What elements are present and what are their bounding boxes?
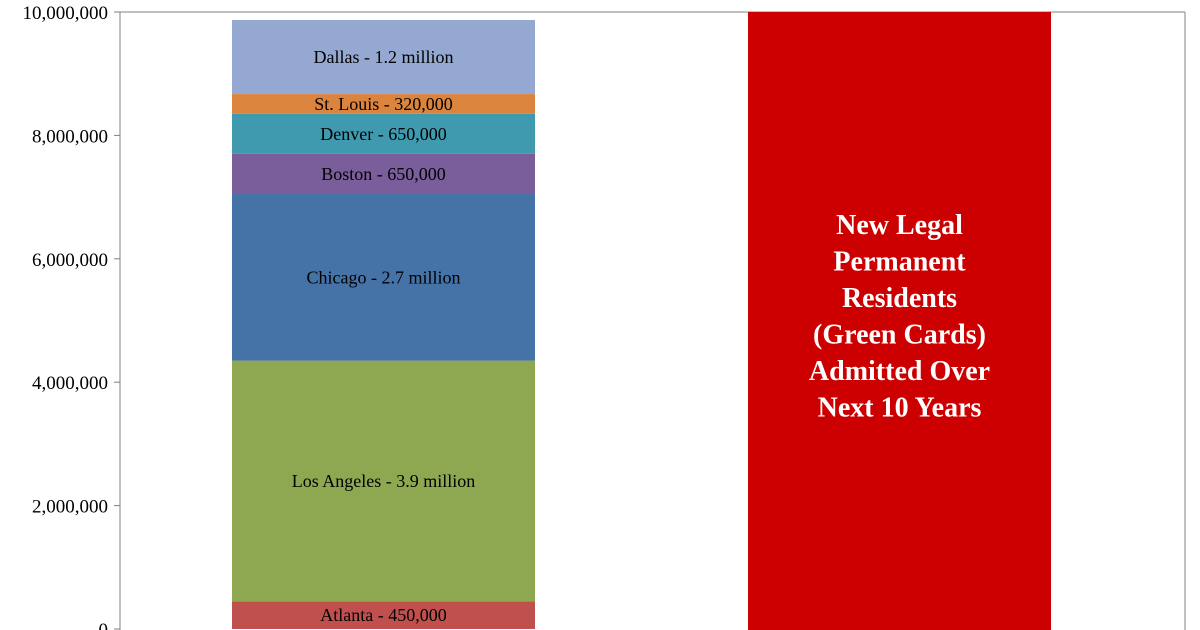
segment-label: Dallas - 1.2 million bbox=[314, 47, 454, 67]
segment-label: Los Angeles - 3.9 million bbox=[292, 471, 476, 491]
stack-segment bbox=[232, 113, 535, 154]
stack-segment bbox=[232, 360, 535, 602]
stack-segment bbox=[232, 94, 535, 114]
comparison-bar bbox=[748, 12, 1051, 630]
segment-label: Chicago - 2.7 million bbox=[307, 267, 461, 287]
stack-segment bbox=[232, 20, 535, 95]
stack-segment bbox=[232, 601, 535, 629]
comparison-bar-label-line: (Green Cards) bbox=[813, 319, 986, 350]
comparison-bar-label-line: Residents bbox=[842, 283, 957, 314]
y-tick-label: 0 bbox=[99, 620, 109, 630]
y-tick-label: 6,000,000 bbox=[32, 250, 108, 271]
segment-label: Boston - 650,000 bbox=[321, 164, 446, 184]
segment-label: Denver - 650,000 bbox=[320, 124, 446, 144]
comparison-bar-label-line: Permanent bbox=[833, 246, 966, 277]
segment-label: Atlanta - 450,000 bbox=[320, 605, 446, 625]
comparison-bar-label-line: Next 10 Years bbox=[818, 392, 982, 423]
comparison-bar-label-line: New Legal bbox=[836, 210, 963, 241]
y-tick-label: 4,000,000 bbox=[32, 373, 108, 394]
y-tick-label: 2,000,000 bbox=[32, 497, 108, 518]
stack-segment bbox=[232, 153, 535, 195]
y-tick-label: 10,000,000 bbox=[23, 3, 109, 24]
segment-label: St. Louis - 320,000 bbox=[314, 94, 453, 114]
stack-segment bbox=[232, 194, 535, 361]
comparison-bar-label-line: Admitted Over bbox=[809, 356, 990, 387]
y-tick-label: 8,000,000 bbox=[32, 126, 108, 147]
